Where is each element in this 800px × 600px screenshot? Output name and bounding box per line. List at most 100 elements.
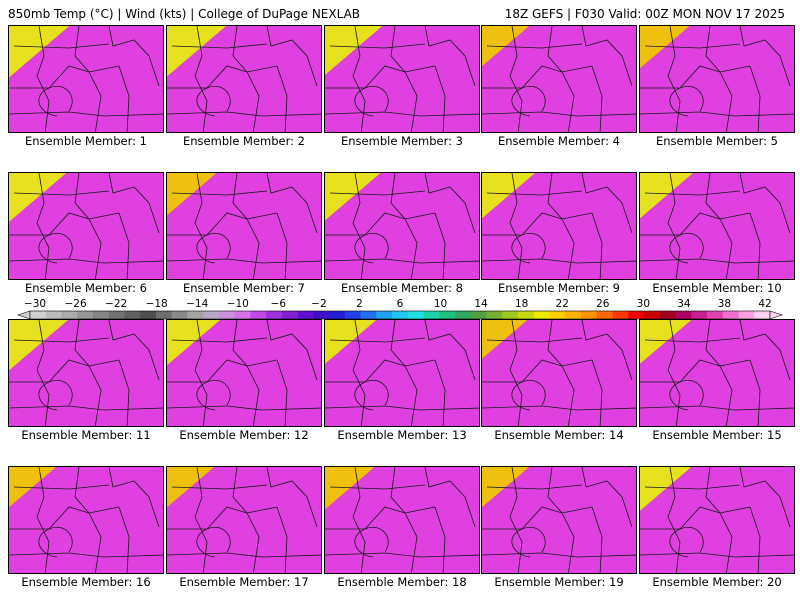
boundary-line	[266, 467, 318, 528]
boundary-line	[482, 212, 593, 236]
colorbar-swatch	[549, 311, 566, 319]
ensemble-map-panel	[8, 25, 164, 133]
boundary-line	[325, 111, 479, 117]
boundary-line	[705, 26, 733, 132]
boundary-line	[36, 467, 50, 573]
boundary-line	[424, 26, 476, 87]
boundary-line	[36, 173, 50, 279]
colorbar-swatch	[329, 311, 346, 319]
boundary-line	[705, 173, 733, 279]
boundary-line	[352, 467, 366, 573]
boundary-line	[325, 359, 436, 383]
boundary-line	[390, 467, 418, 573]
boundary-line	[167, 552, 321, 558]
ensemble-map-panel	[324, 25, 480, 133]
boundary-line	[509, 467, 523, 573]
boundary-line	[167, 65, 278, 89]
boundary-line	[194, 173, 208, 279]
boundary-line	[232, 467, 260, 573]
colorbar-tick-label: 6	[397, 298, 404, 310]
ensemble-map-panel	[166, 319, 322, 427]
colorbar-swatch	[376, 311, 393, 319]
boundary-line	[74, 320, 102, 426]
temperature-map	[482, 26, 636, 132]
boundary-line	[196, 379, 231, 411]
boundary-line	[9, 65, 120, 89]
ensemble-map-panel	[166, 466, 322, 574]
member-label: Ensemble Member: 1	[25, 134, 147, 148]
boundary-line	[167, 258, 321, 264]
boundary-line	[640, 552, 794, 558]
boundary-line	[486, 190, 583, 196]
boundary-line	[352, 320, 366, 426]
cold-core	[746, 328, 794, 372]
member-label: Ensemble Member: 17	[179, 575, 309, 589]
boundary-line	[705, 467, 733, 573]
map-title: 850mb Temp (°C) | Wind (kts) | College o…	[8, 7, 361, 21]
member-label: Ensemble Member: 9	[498, 281, 620, 295]
colorbar-tick-label: −26	[64, 298, 86, 310]
boundary-line	[424, 467, 476, 528]
boundary-line	[266, 26, 318, 87]
boundary-line	[509, 320, 523, 426]
boundary-line	[739, 467, 791, 528]
colorbar-tick-label: −2	[311, 298, 326, 310]
member-label: Ensemble Member: 12	[179, 428, 309, 442]
colorbar-swatch	[140, 311, 157, 319]
boundary-line	[644, 337, 741, 343]
boundary-line	[434, 359, 446, 426]
colorbar-swatch	[722, 311, 739, 319]
temperature-map	[167, 467, 321, 573]
boundary-line	[329, 337, 426, 343]
boundary-line	[509, 173, 523, 279]
colorbar-swatch	[124, 311, 141, 319]
ensemble-map-panel	[481, 172, 637, 280]
colorbar-swatch	[502, 311, 519, 319]
colorbar-swatch	[596, 311, 613, 319]
boundary-line	[276, 212, 288, 279]
boundary-line	[640, 111, 794, 117]
boundary-line	[644, 484, 741, 490]
colorbar-swatch	[30, 311, 47, 319]
boundary-line	[74, 467, 102, 573]
boundary-line	[118, 212, 130, 279]
boundary-line	[9, 405, 163, 411]
colorbar-swatch	[171, 311, 188, 319]
boundary-line	[669, 379, 704, 411]
temperature-map	[9, 320, 163, 426]
temperature-map	[640, 320, 794, 426]
boundary-line	[9, 111, 163, 117]
boundary-line	[591, 212, 603, 279]
member-label: Ensemble Member: 3	[341, 134, 463, 148]
colorbar-tick-label: 26	[596, 298, 610, 310]
member-label: Ensemble Member: 7	[183, 281, 305, 295]
colorbar-swatch	[439, 311, 456, 319]
boundary-line	[167, 111, 321, 117]
colorbar-swatch	[565, 311, 582, 319]
colorbar-swatch	[250, 311, 267, 319]
cold-core	[273, 475, 321, 519]
boundary-line	[38, 379, 73, 411]
boundary-line	[424, 320, 476, 381]
boundary-line	[13, 43, 110, 49]
colorbar-swatch	[407, 311, 424, 319]
temperature-map	[640, 467, 794, 573]
boundary-line	[640, 212, 751, 236]
boundary-line	[13, 190, 110, 196]
boundary-line	[36, 320, 50, 426]
colorbar-swatch	[675, 311, 692, 319]
boundary-line	[232, 26, 260, 132]
ensemble-map-panel	[166, 172, 322, 280]
colorbar-tick-label: −14	[186, 298, 208, 310]
colorbar-swatch	[313, 311, 330, 319]
boundary-line	[482, 552, 636, 558]
temperature-map	[167, 26, 321, 132]
boundary-line	[196, 232, 231, 264]
boundary-line	[9, 506, 120, 530]
boundary-line	[9, 212, 120, 236]
colorbar-swatch	[455, 311, 472, 319]
boundary-line	[352, 26, 366, 132]
boundary-line	[739, 173, 791, 234]
boundary-line	[354, 526, 389, 558]
temperature-map	[482, 467, 636, 573]
